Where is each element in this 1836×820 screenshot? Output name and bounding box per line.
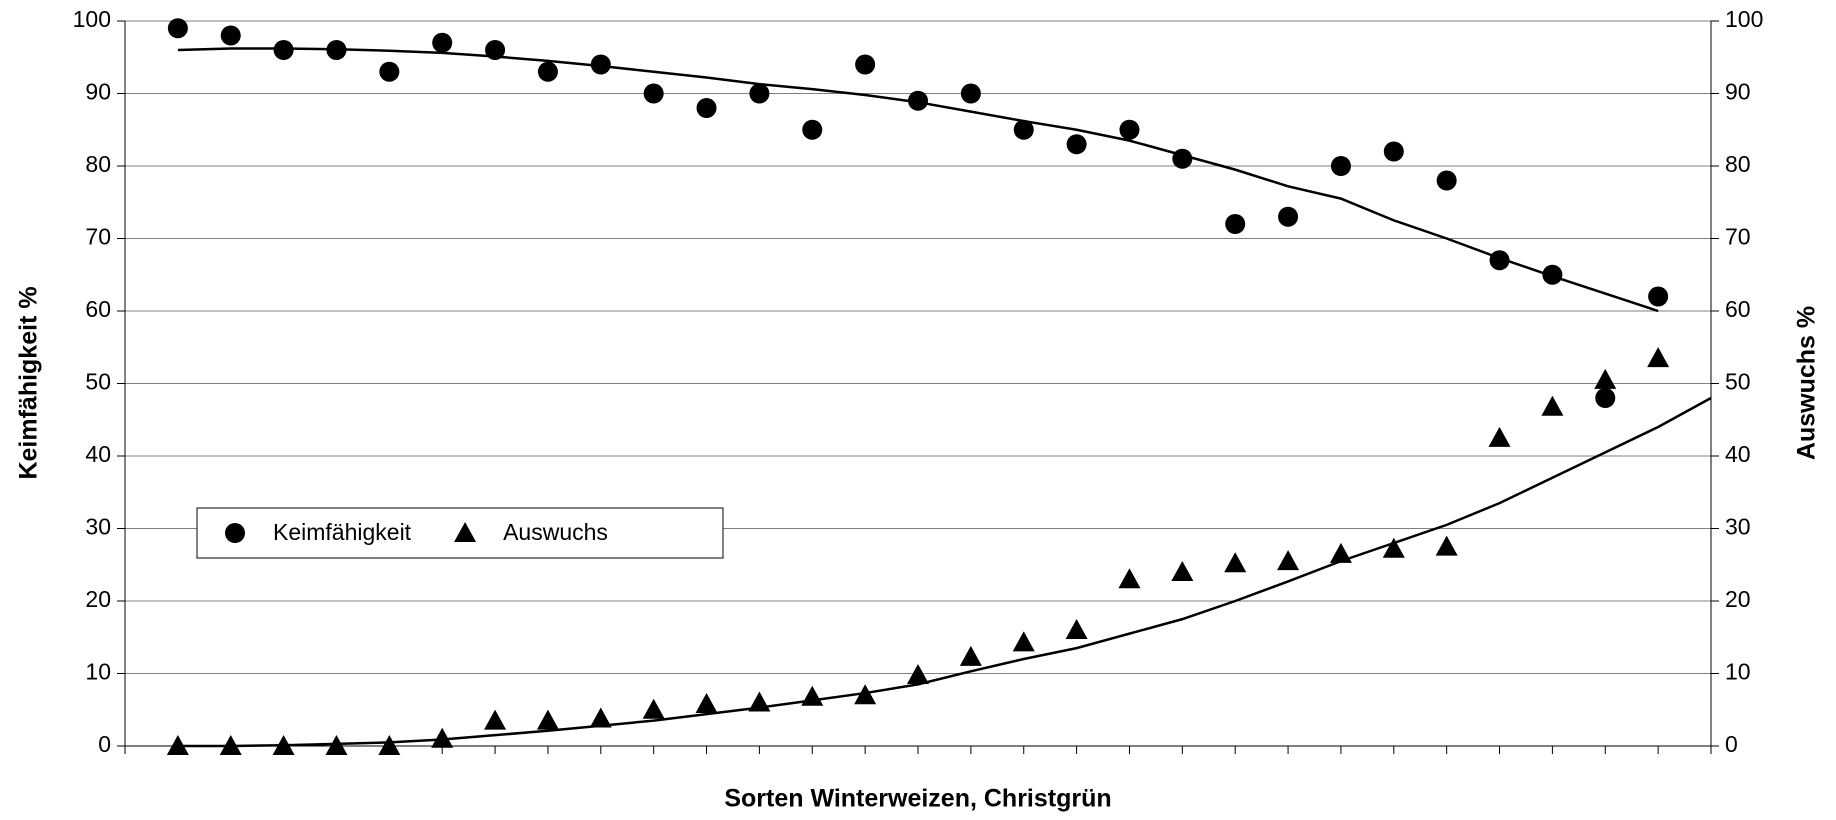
y2-tick-label: 60	[1725, 296, 1751, 322]
y-tick-label: 30	[85, 514, 111, 540]
point	[1436, 170, 1457, 191]
point	[908, 90, 928, 111]
point	[1119, 119, 1140, 140]
y-tick-label: 100	[73, 6, 111, 32]
point	[326, 40, 347, 60]
trend-line	[177, 47, 1659, 313]
legend-marker	[454, 522, 477, 542]
point	[1383, 141, 1404, 162]
point	[1277, 550, 1300, 571]
point	[1435, 535, 1458, 556]
y-tick-label: 70	[85, 224, 111, 250]
y2-tick-label: 40	[1725, 441, 1751, 467]
point	[273, 40, 294, 60]
point	[1013, 119, 1034, 140]
point	[960, 83, 981, 104]
y-tick-label: 60	[85, 296, 111, 322]
point	[219, 735, 242, 755]
point	[959, 645, 982, 666]
point	[379, 61, 400, 82]
y-tick-label: 90	[85, 79, 111, 105]
point	[1118, 568, 1141, 589]
point	[378, 735, 401, 755]
point	[537, 61, 558, 82]
legend-label: Keimfähigkeit	[273, 519, 412, 545]
point	[590, 54, 611, 75]
point	[167, 18, 188, 39]
point	[749, 83, 770, 104]
point	[166, 735, 189, 755]
y-tick-label: 0	[98, 731, 111, 757]
y2-tick-label: 20	[1725, 586, 1751, 612]
point	[1278, 206, 1299, 227]
point	[1012, 631, 1035, 652]
y2-tick-label: 10	[1725, 659, 1751, 685]
point	[485, 40, 506, 60]
y2-tick-label: 100	[1725, 6, 1763, 32]
legend-label: Auswuchs	[503, 519, 608, 545]
point	[589, 707, 612, 728]
y-axis-title: Keimfähigkeit %	[15, 286, 43, 479]
point	[1065, 619, 1088, 639]
point	[802, 119, 823, 140]
y-tick-label: 80	[85, 151, 111, 177]
y-tick-label: 20	[85, 586, 111, 612]
point	[801, 685, 824, 706]
y2-tick-label: 90	[1725, 79, 1751, 105]
y-tick-label: 40	[85, 441, 111, 467]
point	[484, 709, 507, 730]
point	[1330, 156, 1351, 176]
point	[220, 25, 241, 46]
point	[1594, 368, 1617, 389]
point	[643, 83, 664, 104]
point	[432, 32, 453, 53]
y2-tick-label: 50	[1725, 369, 1751, 395]
point	[1224, 552, 1247, 573]
point	[325, 735, 348, 755]
point	[272, 735, 295, 755]
x-axis-title: Sorten Winterweizen, Christgrün	[724, 785, 1111, 813]
point	[1382, 537, 1405, 558]
point	[1488, 426, 1511, 447]
y2-tick-label: 30	[1725, 514, 1751, 540]
point	[1542, 264, 1563, 285]
y2-tick-label: 70	[1725, 224, 1751, 250]
point	[1172, 148, 1193, 169]
point	[695, 692, 718, 713]
point	[1595, 388, 1616, 408]
point	[642, 698, 665, 719]
point	[1541, 395, 1564, 416]
point	[854, 684, 877, 705]
point	[1225, 214, 1246, 234]
trend-line	[177, 396, 1712, 748]
point	[748, 691, 771, 712]
point	[431, 727, 454, 748]
legend-marker	[225, 523, 245, 543]
y2-tick-label: 80	[1725, 151, 1751, 177]
point	[696, 98, 717, 118]
point	[1648, 286, 1669, 307]
y2-tick-label: 0	[1725, 731, 1738, 757]
point	[536, 709, 559, 730]
point	[1329, 542, 1352, 563]
y-tick-label: 50	[85, 369, 111, 395]
y-tick-label: 10	[85, 659, 111, 685]
y2-axis-title: Auswuchs %	[1793, 306, 1821, 460]
point	[1066, 134, 1087, 155]
point	[1171, 561, 1194, 581]
point	[1647, 347, 1670, 368]
point	[855, 54, 876, 75]
point	[1489, 250, 1510, 271]
point	[907, 663, 929, 684]
